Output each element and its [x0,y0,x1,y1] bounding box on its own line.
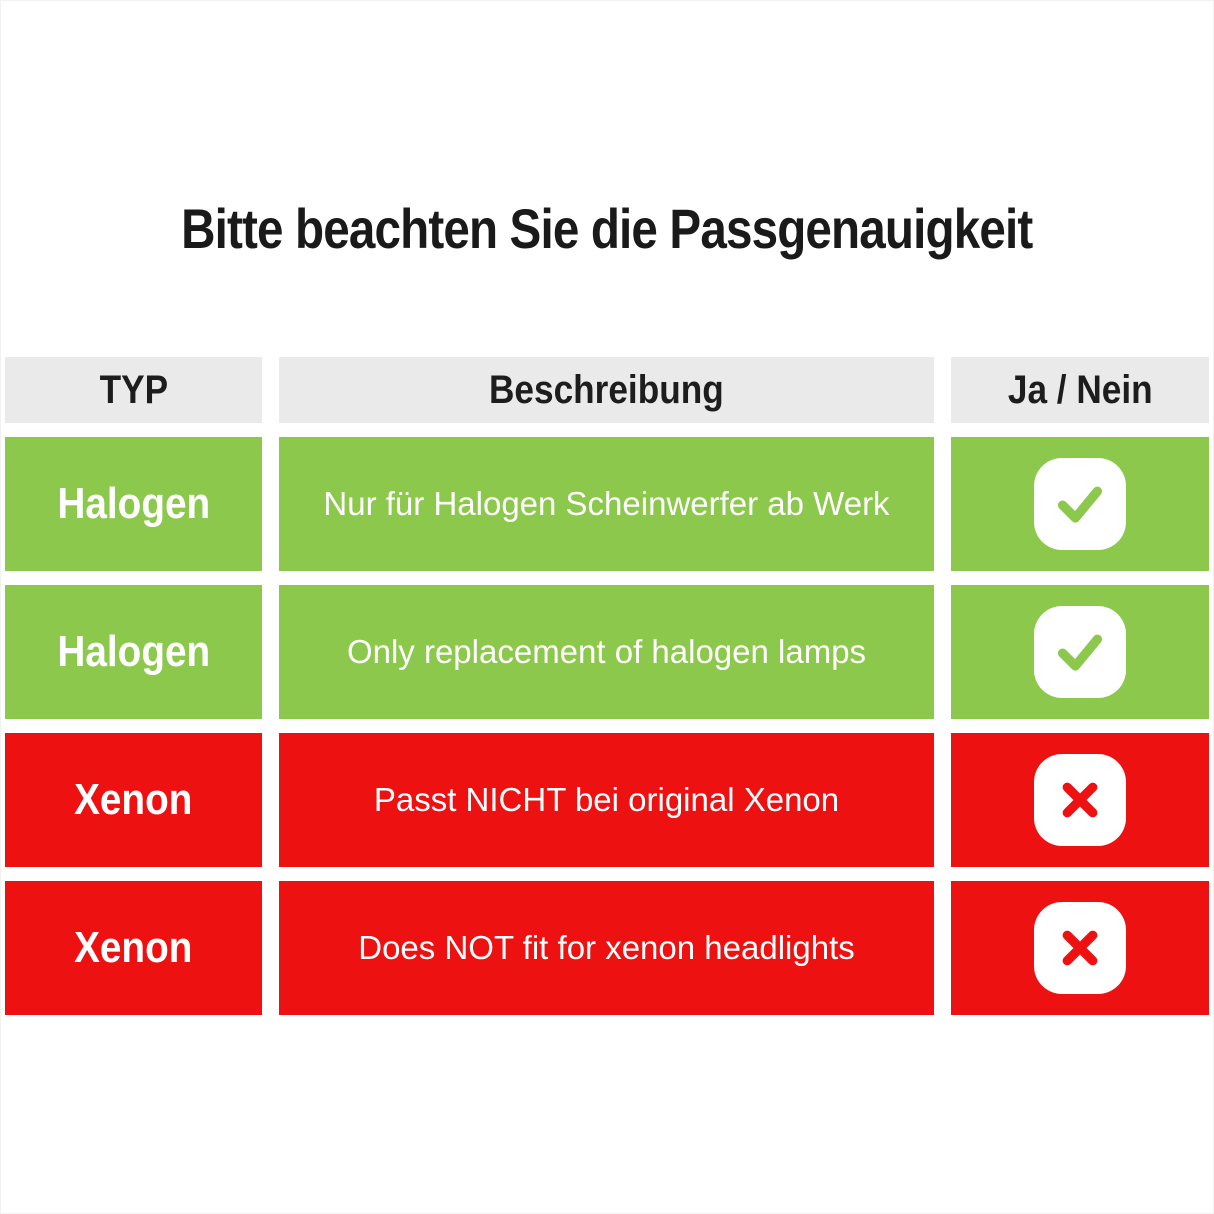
table-row: Xenon Does NOT fit for xenon headlights [5,881,1210,1015]
header-cell-beschreibung: Beschreibung [279,357,934,423]
row-description-label: Does NOT fit for xenon headlights [358,929,855,966]
row-type-label: Xenon [74,923,193,972]
row-description-label: Passt NICHT bei original Xenon [373,781,840,818]
row-type-cell: Xenon [5,733,262,867]
cross-icon [1062,930,1098,966]
row-status-cell [951,585,1209,719]
row-description-cell: Passt NICHT bei original Xenon [279,733,934,867]
page-title: Bitte beachten Sie die Passgenauigkeit [0,196,1214,261]
page-title-text: Bitte beachten Sie die Passgenauigkeit [181,197,1033,260]
row-description-label: Nur für Halogen Scheinwerfer ab Werk [323,485,890,522]
compatibility-table: TYP Beschreibung Ja / Nein Halogen Nur f… [0,357,1214,1015]
status-badge [1034,606,1126,698]
table-row: Halogen Nur für Halogen Scheinwerfer ab … [5,437,1210,571]
row-status-cell [951,437,1209,571]
row-type-label: Xenon [74,775,193,824]
header-label-typ: TYP [99,367,168,412]
status-badge [1034,754,1126,846]
row-description-cell: Nur für Halogen Scheinwerfer ab Werk [279,437,934,571]
table-header-row: TYP Beschreibung Ja / Nein [5,357,1210,423]
cross-icon [1062,782,1098,818]
row-description-cell: Only replacement of halogen lamps [279,585,934,719]
row-type-cell: Xenon [5,881,262,1015]
check-icon [1057,634,1103,671]
row-status-cell [951,733,1209,867]
row-type-cell: Halogen [5,585,262,719]
status-badge [1034,902,1126,994]
row-description-cell: Does NOT fit for xenon headlights [279,881,934,1015]
table-row: Halogen Only replacement of halogen lamp… [5,585,1210,719]
header-label-ja-nein: Ja / Nein [1007,367,1153,412]
header-cell-typ: TYP [5,357,262,423]
header-label-beschreibung: Beschreibung [489,367,724,412]
check-icon [1057,486,1103,523]
header-cell-ja-nein: Ja / Nein [951,357,1209,423]
table-row: Xenon Passt NICHT bei original Xenon [5,733,1210,867]
row-type-cell: Halogen [5,437,262,571]
row-type-label: Halogen [57,627,210,676]
status-badge [1034,458,1126,550]
row-status-cell [951,881,1209,1015]
row-type-label: Halogen [57,479,210,528]
row-description-label: Only replacement of halogen lamps [346,633,867,670]
